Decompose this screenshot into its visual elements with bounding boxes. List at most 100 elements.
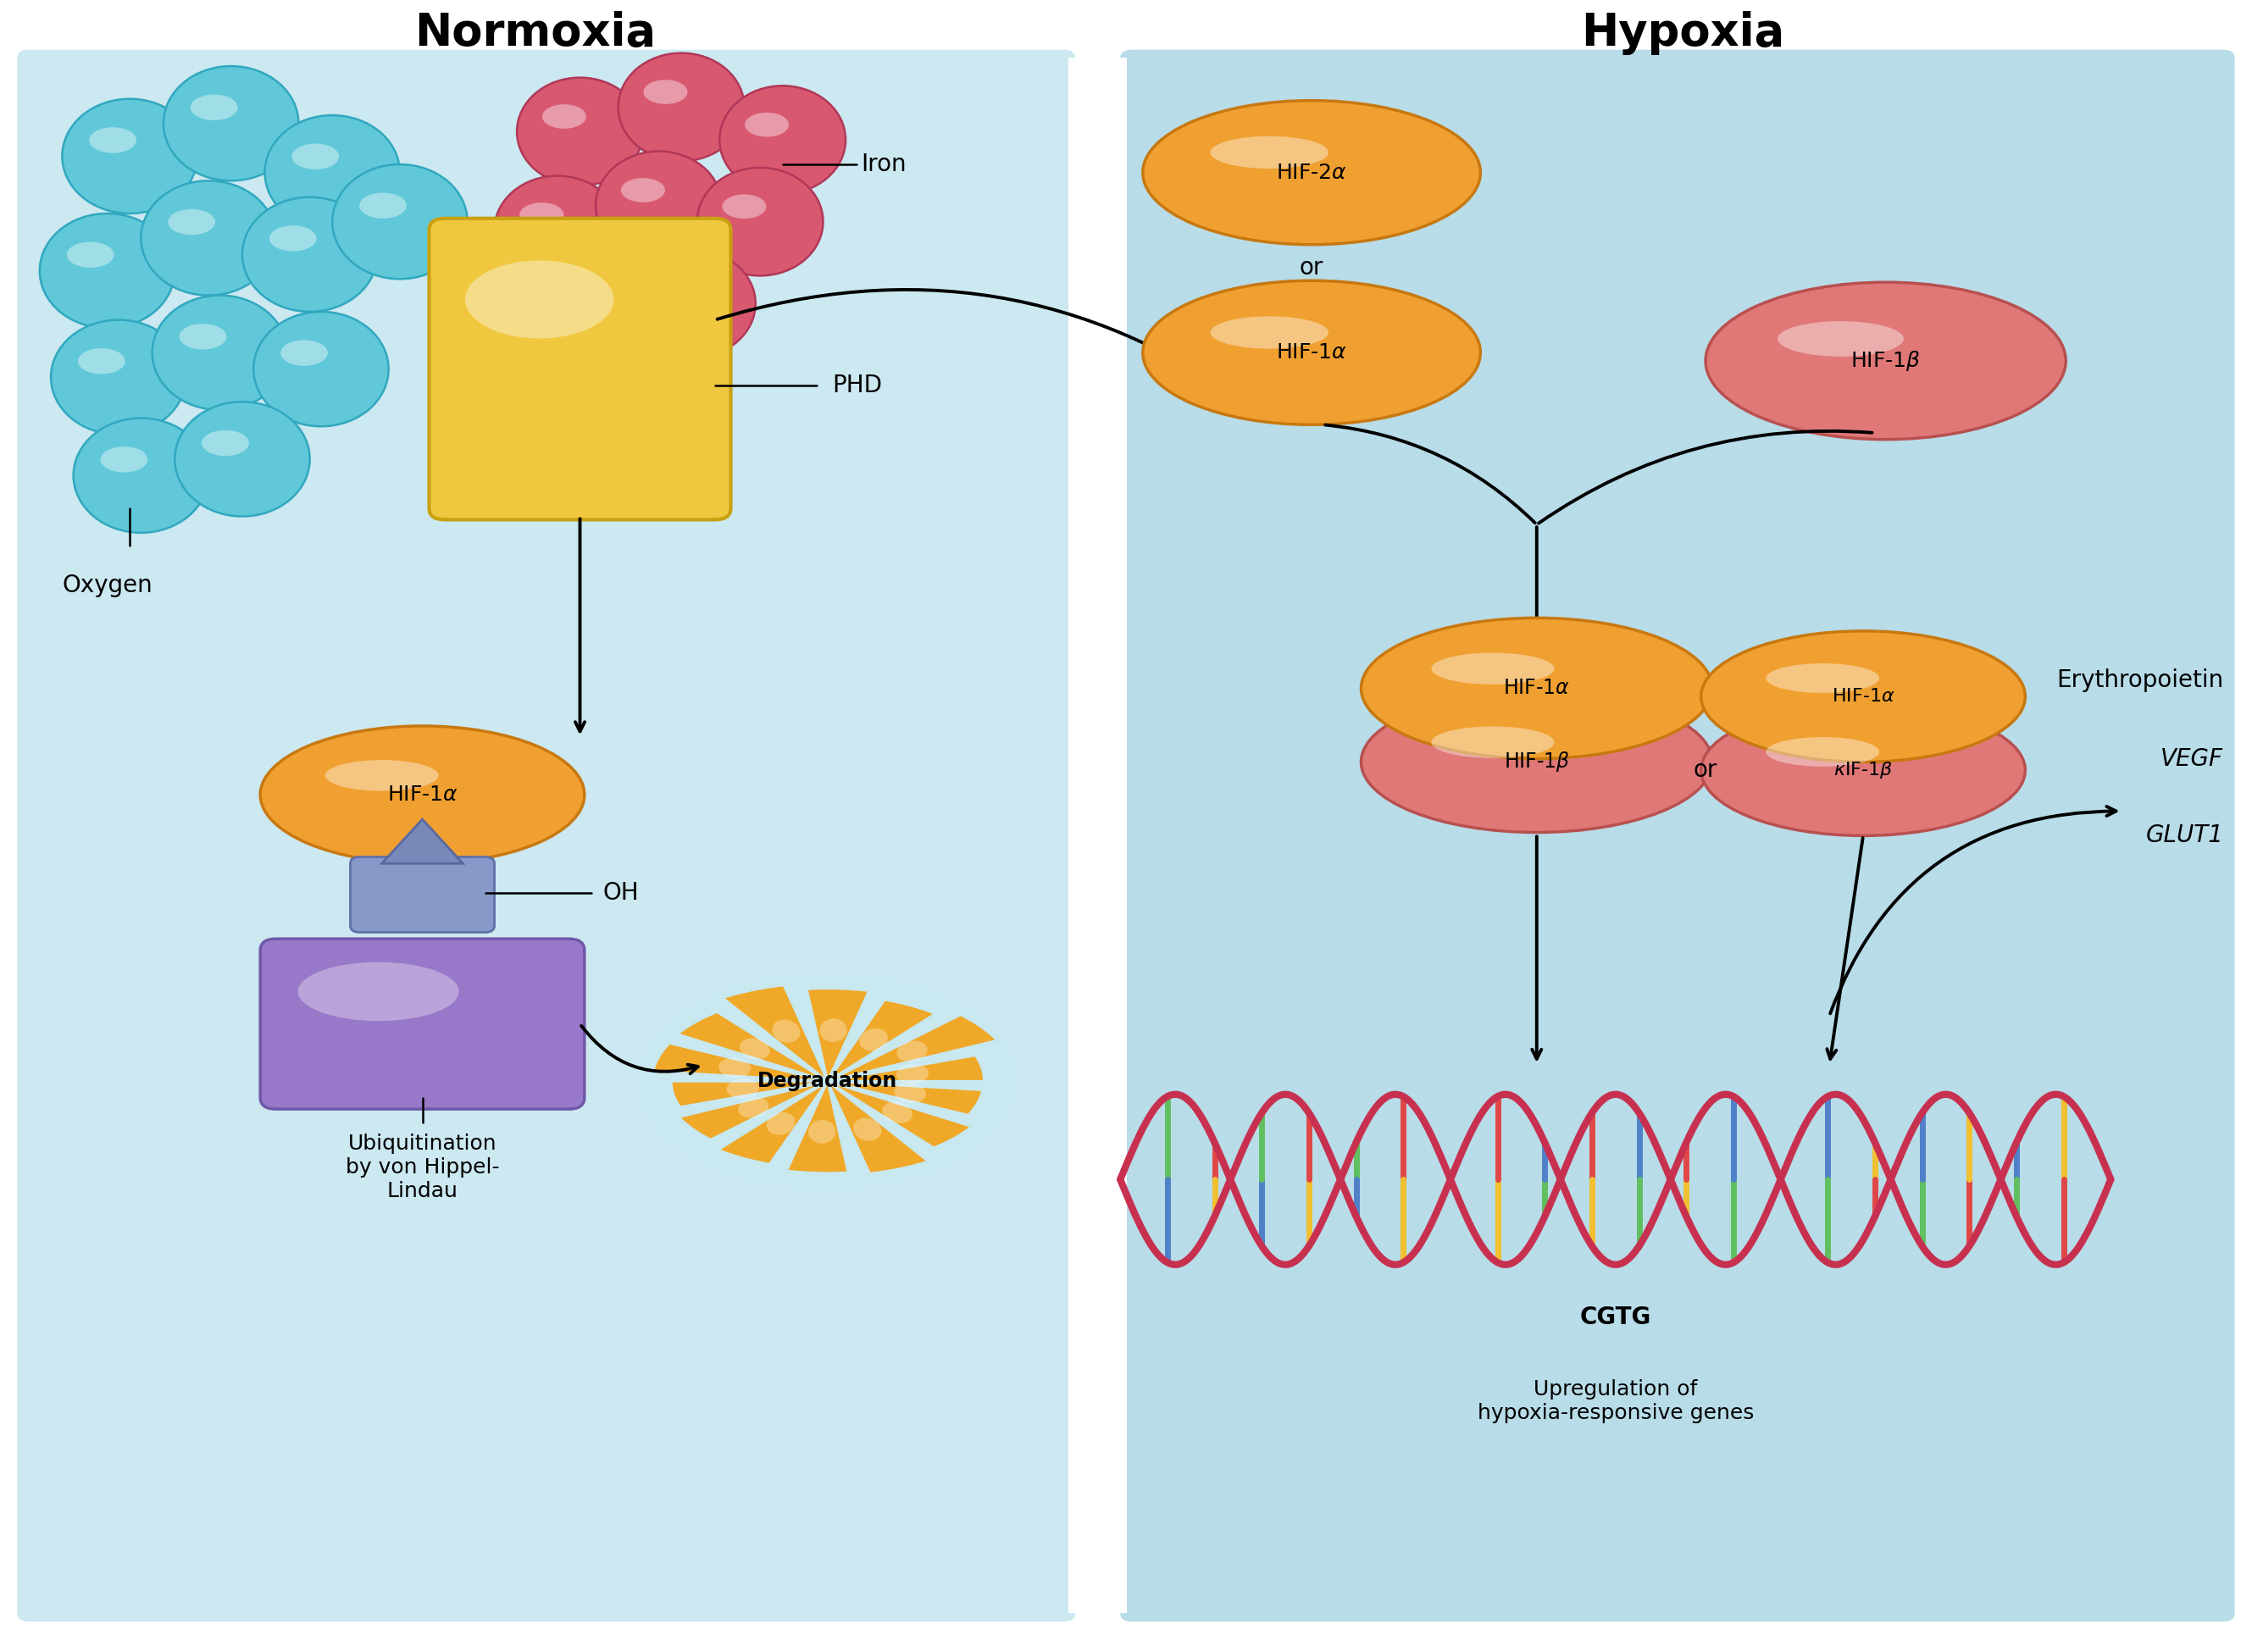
Polygon shape bbox=[722, 985, 828, 1082]
Ellipse shape bbox=[174, 401, 310, 517]
Polygon shape bbox=[808, 988, 869, 1082]
FancyBboxPatch shape bbox=[1120, 50, 2234, 1622]
Ellipse shape bbox=[41, 213, 174, 329]
Ellipse shape bbox=[66, 241, 113, 268]
Ellipse shape bbox=[638, 973, 1016, 1189]
Ellipse shape bbox=[643, 79, 688, 104]
Polygon shape bbox=[677, 1013, 828, 1082]
Text: HIF-1$\alpha$: HIF-1$\alpha$ bbox=[387, 785, 457, 805]
Text: or: or bbox=[1693, 758, 1718, 781]
Ellipse shape bbox=[88, 127, 136, 154]
FancyBboxPatch shape bbox=[351, 857, 493, 932]
Ellipse shape bbox=[1143, 281, 1480, 425]
Polygon shape bbox=[679, 1082, 828, 1140]
Ellipse shape bbox=[333, 164, 468, 279]
Ellipse shape bbox=[493, 175, 620, 284]
Ellipse shape bbox=[726, 1079, 758, 1099]
Ellipse shape bbox=[1702, 705, 2025, 836]
Ellipse shape bbox=[152, 296, 287, 410]
Ellipse shape bbox=[140, 180, 276, 296]
Ellipse shape bbox=[1779, 320, 1903, 357]
Ellipse shape bbox=[1360, 618, 1713, 758]
Text: HIF-2$\alpha$: HIF-2$\alpha$ bbox=[1276, 162, 1346, 183]
Ellipse shape bbox=[1211, 135, 1328, 169]
Polygon shape bbox=[654, 1042, 828, 1082]
Ellipse shape bbox=[896, 1064, 928, 1084]
Ellipse shape bbox=[1211, 316, 1328, 349]
Ellipse shape bbox=[697, 167, 824, 276]
Ellipse shape bbox=[100, 446, 147, 472]
Ellipse shape bbox=[1143, 101, 1480, 244]
Text: Erythropoietin: Erythropoietin bbox=[2057, 669, 2222, 692]
Text: HIF-1$\alpha$: HIF-1$\alpha$ bbox=[1503, 677, 1571, 699]
FancyBboxPatch shape bbox=[1068, 58, 1127, 1614]
Ellipse shape bbox=[772, 1019, 801, 1042]
Polygon shape bbox=[828, 1014, 998, 1082]
Polygon shape bbox=[828, 1082, 971, 1148]
Text: OH: OH bbox=[602, 881, 638, 905]
Ellipse shape bbox=[819, 1019, 846, 1042]
Ellipse shape bbox=[326, 760, 439, 791]
Ellipse shape bbox=[745, 112, 790, 137]
Ellipse shape bbox=[281, 340, 328, 365]
Ellipse shape bbox=[520, 203, 563, 226]
Ellipse shape bbox=[1765, 737, 1878, 767]
Text: HIF-1$\beta$: HIF-1$\beta$ bbox=[1503, 750, 1571, 773]
Text: Oxygen: Oxygen bbox=[61, 573, 152, 598]
Polygon shape bbox=[828, 1056, 984, 1082]
Ellipse shape bbox=[253, 312, 389, 426]
Ellipse shape bbox=[292, 144, 339, 170]
Ellipse shape bbox=[595, 152, 722, 259]
Ellipse shape bbox=[883, 1102, 912, 1123]
Text: Ubiquitination
by von Hippel-
Lindau: Ubiquitination by von Hippel- Lindau bbox=[346, 1133, 500, 1201]
Ellipse shape bbox=[740, 1037, 769, 1059]
Ellipse shape bbox=[1432, 653, 1555, 684]
Ellipse shape bbox=[167, 210, 215, 235]
Ellipse shape bbox=[72, 418, 208, 532]
Text: HIF-1$\alpha$: HIF-1$\alpha$ bbox=[1831, 687, 1894, 705]
Ellipse shape bbox=[299, 961, 459, 1021]
Ellipse shape bbox=[767, 1112, 794, 1135]
Ellipse shape bbox=[1702, 631, 2025, 762]
FancyBboxPatch shape bbox=[18, 50, 1075, 1622]
Ellipse shape bbox=[1706, 282, 2066, 439]
Ellipse shape bbox=[201, 430, 249, 456]
Ellipse shape bbox=[61, 99, 197, 213]
Polygon shape bbox=[672, 1082, 828, 1107]
Text: PHD: PHD bbox=[833, 373, 883, 396]
Ellipse shape bbox=[77, 349, 124, 373]
Polygon shape bbox=[828, 1082, 982, 1115]
Text: HIF-1$\beta$: HIF-1$\beta$ bbox=[1851, 349, 1921, 373]
Ellipse shape bbox=[620, 178, 665, 202]
Polygon shape bbox=[382, 819, 464, 864]
Ellipse shape bbox=[466, 261, 613, 339]
Ellipse shape bbox=[265, 116, 401, 230]
Ellipse shape bbox=[1432, 727, 1555, 758]
FancyBboxPatch shape bbox=[260, 938, 584, 1108]
Ellipse shape bbox=[543, 104, 586, 129]
Ellipse shape bbox=[190, 94, 238, 121]
Ellipse shape bbox=[242, 197, 378, 312]
Ellipse shape bbox=[516, 78, 643, 185]
Ellipse shape bbox=[853, 1118, 883, 1142]
Ellipse shape bbox=[260, 725, 584, 864]
Ellipse shape bbox=[894, 1084, 926, 1104]
Text: $\kappa$IF-1$\beta$: $\kappa$IF-1$\beta$ bbox=[1833, 760, 1892, 780]
Ellipse shape bbox=[179, 324, 226, 350]
Text: Upregulation of
hypoxia-responsive genes: Upregulation of hypoxia-responsive genes bbox=[1478, 1379, 1754, 1422]
Ellipse shape bbox=[720, 1057, 751, 1079]
Ellipse shape bbox=[618, 53, 745, 162]
Ellipse shape bbox=[860, 1028, 887, 1051]
Polygon shape bbox=[788, 1082, 849, 1173]
FancyBboxPatch shape bbox=[430, 218, 731, 520]
Ellipse shape bbox=[629, 249, 756, 357]
Polygon shape bbox=[717, 1082, 828, 1165]
Ellipse shape bbox=[738, 1097, 769, 1118]
Text: Normoxia: Normoxia bbox=[414, 12, 656, 56]
Ellipse shape bbox=[722, 195, 767, 218]
Ellipse shape bbox=[654, 276, 699, 301]
Ellipse shape bbox=[269, 225, 317, 251]
Text: VEGF: VEGF bbox=[2161, 747, 2222, 770]
Text: Hypoxia: Hypoxia bbox=[1582, 12, 1786, 56]
Ellipse shape bbox=[720, 86, 846, 193]
